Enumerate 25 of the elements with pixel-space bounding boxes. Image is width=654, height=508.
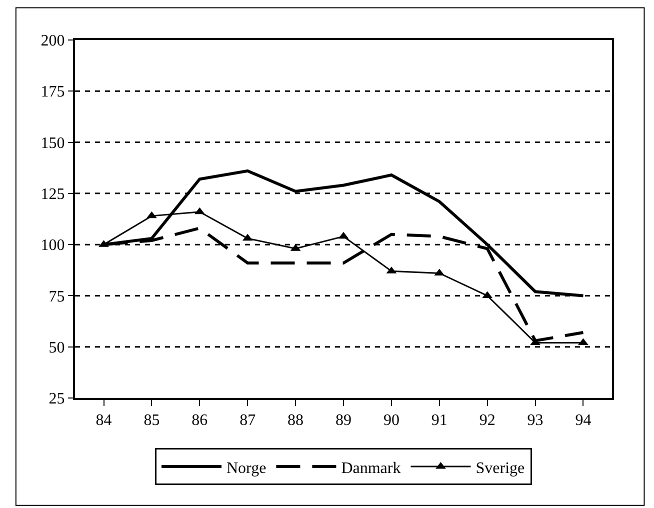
- x-tick-label: 94: [575, 412, 592, 430]
- x-tick-label: 91: [431, 412, 448, 430]
- y-tick-label: 50: [48, 339, 65, 356]
- x-tick-label: 88: [288, 412, 304, 430]
- x-tick-label: 85: [144, 412, 160, 430]
- legend-label: Norge: [226, 460, 266, 477]
- point: [530, 338, 540, 346]
- point: [578, 338, 588, 346]
- legend-label: Sverige: [476, 460, 525, 477]
- x-tick-label: 84: [96, 412, 112, 430]
- y-tick-label: 100: [40, 237, 65, 254]
- y-tick-label: 125: [40, 186, 65, 204]
- y-tick-label: 75: [48, 288, 65, 306]
- y-tick-label: 175: [40, 84, 65, 101]
- x-tick-label: 87: [240, 412, 256, 430]
- y-tick-label: 200: [40, 32, 65, 50]
- x-tick-label: 93: [527, 412, 544, 430]
- x-tick-label: 90: [383, 412, 400, 430]
- legend-label: Danmark: [341, 460, 401, 477]
- point: [146, 211, 157, 218]
- x-tick-label: 86: [192, 412, 208, 430]
- x-tick-label: 89: [336, 412, 352, 430]
- y-tick-label: 150: [40, 134, 65, 152]
- x-tick-label: 92: [479, 412, 496, 430]
- y-tick-label: 25: [48, 390, 65, 408]
